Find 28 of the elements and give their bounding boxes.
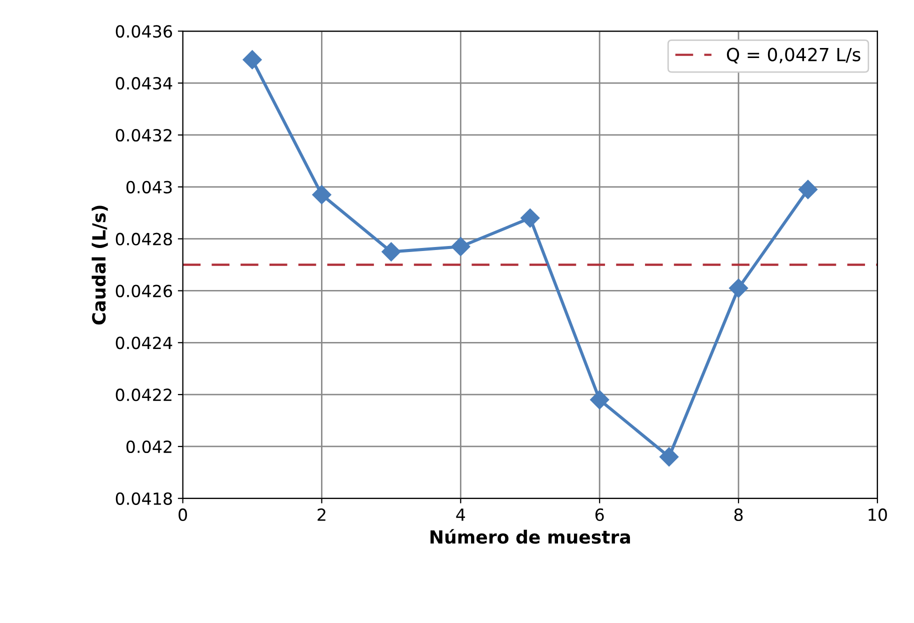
y-tick-label: 0.042 — [126, 440, 172, 454]
x-tick-label: 10 — [868, 508, 887, 522]
x-tick-label: 2 — [318, 508, 326, 521]
point — [590, 390, 610, 410]
y-tick-label: 0.0432 — [116, 128, 172, 142]
point — [660, 447, 679, 466]
y-tick-label: 0.0426 — [116, 284, 172, 298]
x-tick-label: 4 — [456, 508, 466, 521]
y-tick-label: 0.0434 — [116, 77, 172, 90]
point — [382, 242, 401, 262]
y-tick-label: 0.043 — [126, 180, 172, 194]
point — [798, 180, 818, 200]
point — [520, 208, 540, 228]
point — [451, 237, 470, 256]
point — [312, 185, 332, 204]
legend-label: Q = 0,0427 L/s — [726, 48, 860, 64]
point — [728, 278, 748, 298]
x-tick-label: 8 — [734, 508, 743, 522]
point — [242, 50, 262, 70]
y-tick-label: 0.0422 — [116, 388, 172, 402]
y-tick-label: 0.0418 — [116, 492, 172, 505]
x-tick-label: 0 — [178, 508, 187, 522]
x-axis-title: Número de muestra — [430, 529, 630, 544]
y-tick-label: 0.0428 — [116, 232, 172, 246]
y-axis-title: Caudal (L/s) — [92, 206, 108, 324]
y-tick-label: 0.0424 — [116, 336, 172, 350]
x-tick-label: 6 — [595, 508, 604, 522]
y-tick-label: 0.0436 — [116, 25, 172, 38]
